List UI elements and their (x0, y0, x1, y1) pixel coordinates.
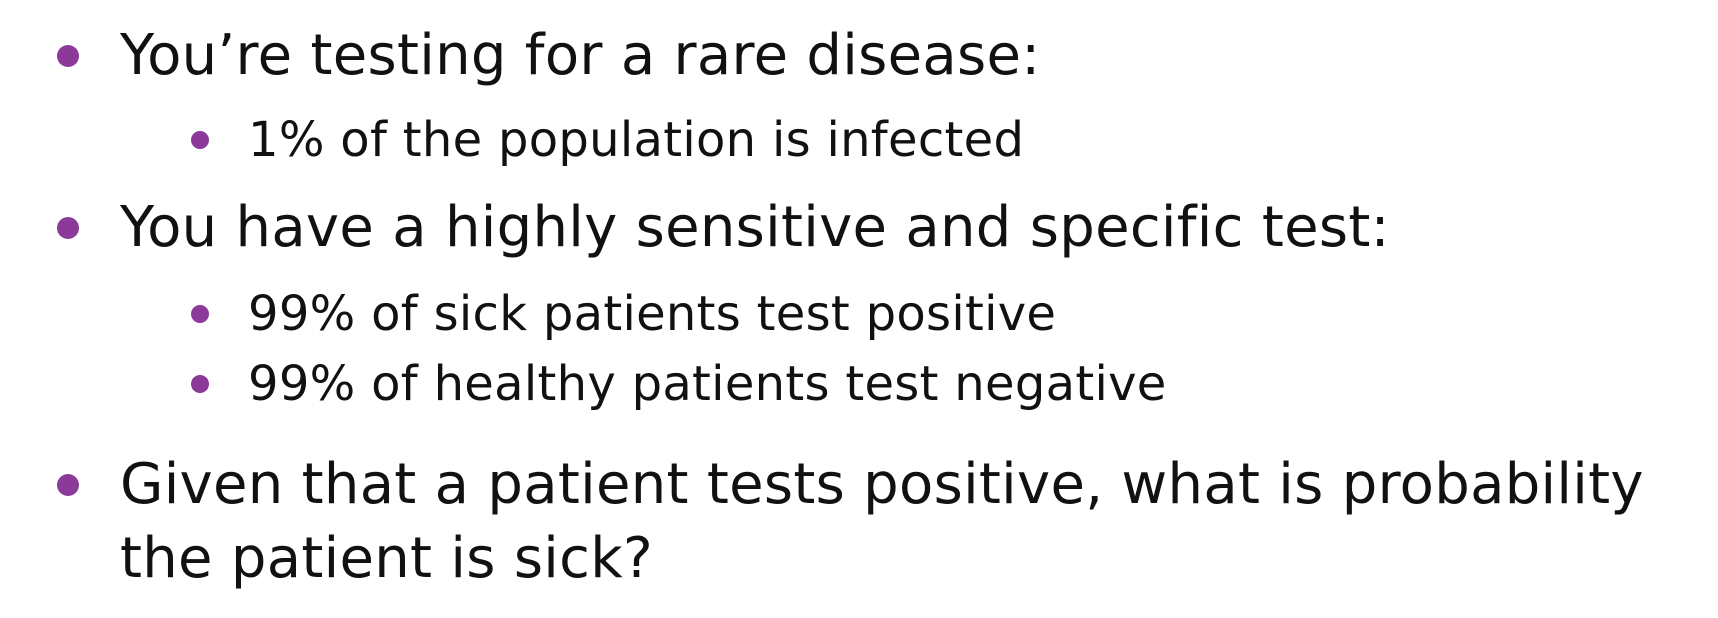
sub-bullet-item: 1% of the population is infected (191, 112, 1025, 168)
sub-bullet-text: 99% of healthy patients test negative (248, 356, 1167, 412)
bullet-dot (57, 45, 79, 67)
sub-bullet-text: 99% of sick patients test positive (248, 286, 1057, 342)
bullet-item: You’re testing for a rare disease: (57, 23, 1041, 88)
bullet-text: You’re testing for a rare disease: (120, 23, 1041, 88)
bullet-item: Given that a patient tests positive, wha… (57, 448, 1680, 596)
bullet-item: You have a highly sensitive and specific… (57, 195, 1390, 260)
bullet-dot (57, 474, 79, 496)
sub-bullet-dot (191, 305, 209, 323)
bullet-text: You have a highly sensitive and specific… (120, 195, 1390, 260)
sub-bullet-text: 1% of the population is infected (248, 112, 1025, 168)
bullet-text: Given that a patient tests positive, wha… (120, 452, 1644, 591)
sub-bullet-dot (191, 375, 209, 393)
sub-bullet-dot (191, 131, 209, 149)
sub-bullet-item: 99% of sick patients test positive (191, 286, 1057, 342)
bullet-dot (57, 217, 79, 239)
sub-bullet-item: 99% of healthy patients test negative (191, 356, 1167, 412)
